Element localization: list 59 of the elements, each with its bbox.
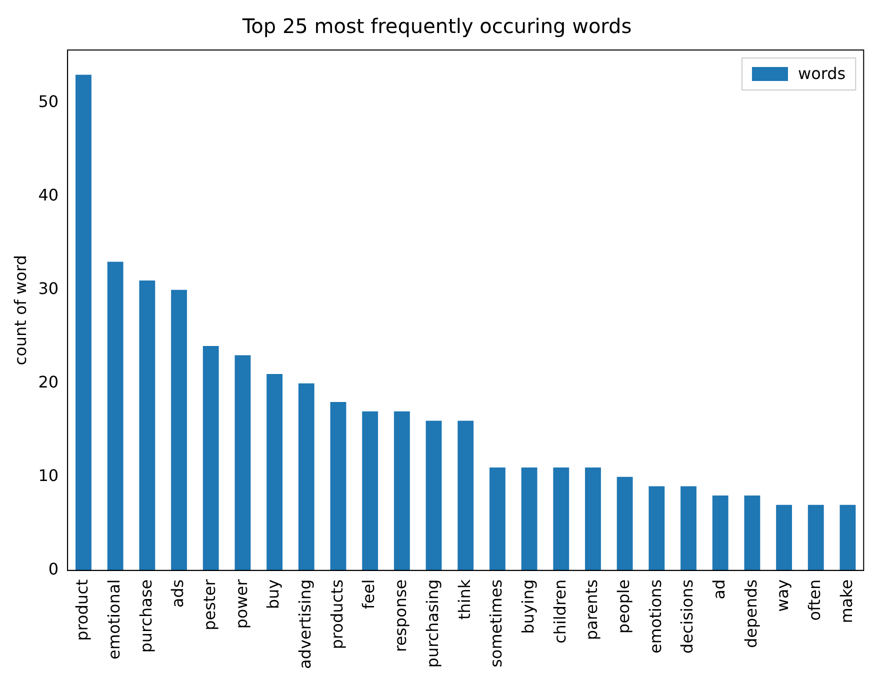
x-tick-label: parents <box>582 579 602 640</box>
bar <box>712 496 728 570</box>
x-tick-label: pester <box>200 578 220 630</box>
x-tick-label: decisions <box>678 579 697 654</box>
x-tick-label: think <box>454 578 474 620</box>
x-tick-label: purchasing <box>422 579 442 668</box>
x-tick-label: emotional <box>104 579 124 660</box>
x-tick-label: purchase <box>136 579 156 653</box>
bar <box>362 411 378 570</box>
bar <box>107 262 124 570</box>
bar <box>744 496 760 570</box>
x-tick-label: power <box>232 578 251 629</box>
bar <box>202 346 219 570</box>
bar <box>171 290 187 570</box>
x-tick-label: children <box>550 579 570 644</box>
legend-label: words <box>798 64 846 84</box>
x-tick-label: feel <box>359 579 378 610</box>
bar <box>553 467 570 570</box>
bar <box>840 504 856 570</box>
y-tick-label: 10 <box>38 466 59 486</box>
x-tick-label: make <box>836 579 856 624</box>
x-tick-label: sometimes <box>486 579 506 668</box>
y-tick-label: 30 <box>38 278 59 298</box>
bar <box>585 467 601 570</box>
bar <box>458 420 474 570</box>
y-tick-label: 40 <box>38 185 59 204</box>
bar <box>330 402 346 570</box>
x-tick-label: way <box>773 579 792 612</box>
bar <box>616 476 633 570</box>
x-tick-label: products <box>327 579 346 650</box>
y-axis-title: count of word <box>10 255 30 366</box>
x-tick-label: response <box>391 579 410 652</box>
bar <box>266 374 282 570</box>
bar <box>426 420 442 570</box>
x-tick-label: buy <box>264 579 283 610</box>
x-tick-label: emotions <box>646 579 665 654</box>
y-tick-label: 20 <box>38 372 59 392</box>
x-tick-label: often <box>805 579 824 621</box>
bar <box>680 486 696 570</box>
x-tick-label: people <box>614 579 633 634</box>
bar <box>489 467 506 570</box>
x-tick-label: ad <box>710 579 729 600</box>
bar <box>394 411 410 570</box>
x-tick-label: ads <box>168 579 188 608</box>
bar <box>76 74 92 570</box>
x-tick-label: buying <box>518 579 538 634</box>
bar <box>648 486 665 570</box>
x-tick-label: product <box>72 579 92 641</box>
bar <box>808 504 824 570</box>
y-tick-label: 50 <box>38 92 59 111</box>
x-tick-label: depends <box>741 579 760 648</box>
chart-title: Top 25 most frequently occuring words <box>241 14 632 38</box>
bar <box>521 467 538 570</box>
bar <box>139 280 156 570</box>
y-tick-label: 0 <box>48 560 59 579</box>
bar <box>234 355 251 570</box>
bar <box>298 383 314 570</box>
bar <box>776 504 792 570</box>
x-tick-label: advertising <box>296 579 315 670</box>
